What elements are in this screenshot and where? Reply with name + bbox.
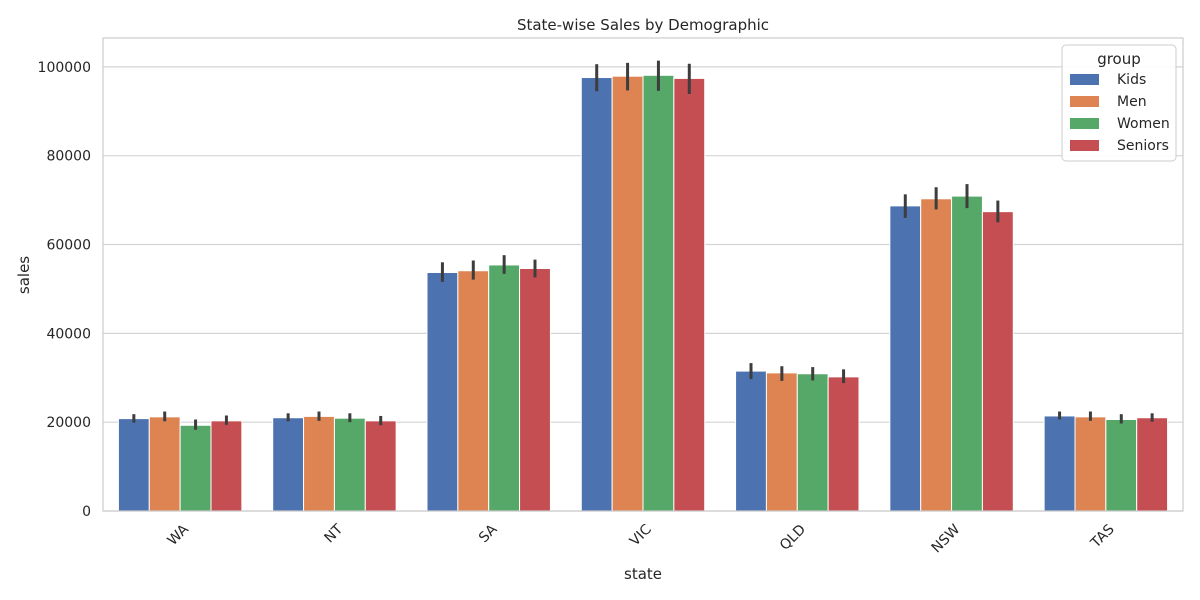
y-tick-label: 80000: [46, 149, 91, 165]
bar-men-qld: [765, 372, 798, 512]
bar-men-tas: [1074, 416, 1107, 512]
bars: [117, 74, 1169, 512]
legend-label: Men: [1117, 94, 1147, 110]
x-tick-label: WA: [165, 521, 193, 549]
x-tick-label: NSW: [929, 521, 964, 556]
bar-kids-qld: [735, 370, 767, 512]
legend: group Kids Men Women Seniors: [1061, 44, 1177, 162]
bar-women-sa: [488, 264, 521, 512]
bar-women-wa: [179, 424, 212, 512]
bar-seniors-nt: [364, 420, 397, 512]
y-tick-labels: 0 20000 40000 60000 80000 100000: [38, 60, 91, 520]
bar-seniors-wa: [210, 420, 243, 512]
x-axis-label: state: [624, 565, 662, 583]
legend-label: Women: [1117, 116, 1170, 132]
y-tick-label: 0: [82, 504, 91, 520]
y-tick-label: 60000: [46, 238, 91, 254]
error-bars: [132, 60, 1154, 430]
bar-women-nt: [333, 417, 366, 512]
legend-label: Seniors: [1117, 138, 1169, 154]
legend-swatch: [1070, 118, 1099, 129]
bar-men-sa: [457, 270, 490, 512]
x-tick-label: SA: [476, 521, 501, 546]
bar-women-tas: [1105, 419, 1138, 512]
y-tick-label: 20000: [46, 415, 91, 431]
legend-swatch: [1070, 74, 1099, 85]
bar-seniors-vic: [673, 77, 706, 512]
bar-kids-tas: [1043, 415, 1076, 512]
bar-men-nt: [303, 415, 335, 512]
bar-seniors-tas: [1136, 417, 1169, 512]
x-tick-label: NT: [321, 521, 346, 546]
bar-men-vic: [611, 75, 644, 512]
bar-men-nsw: [920, 198, 953, 512]
x-tick-label: TAS: [1087, 521, 1117, 551]
bar-kids-wa: [117, 418, 150, 512]
bar-women-vic: [642, 74, 675, 512]
plot-frame: [102, 37, 1184, 512]
bar-kids-nt: [272, 417, 305, 512]
x-tick-label: VIC: [627, 521, 655, 549]
bar-seniors-qld: [827, 376, 860, 512]
bar-seniors-nsw: [981, 211, 1014, 512]
bar-men-wa: [148, 416, 181, 512]
x-tick-label: QLD: [777, 522, 809, 554]
y-tick-label: 40000: [46, 326, 91, 342]
y-axis-label: sales: [15, 256, 33, 294]
y-tick-label: 100000: [38, 60, 91, 76]
legend-swatch: [1070, 96, 1099, 107]
bar-seniors-sa: [519, 268, 551, 512]
chart-title: State-wise Sales by Demographic: [517, 16, 769, 34]
x-tick-labels: WA NT SA VIC QLD NSW TAS: [165, 521, 1118, 556]
bar-kids-vic: [580, 77, 613, 512]
bar-women-nsw: [951, 195, 983, 512]
bar-kids-sa: [426, 272, 459, 512]
legend-label: Kids: [1117, 72, 1146, 88]
legend-title: group: [1097, 50, 1141, 68]
bar-women-qld: [796, 373, 829, 512]
legend-swatch: [1070, 140, 1099, 151]
bar-kids-nsw: [889, 205, 922, 512]
